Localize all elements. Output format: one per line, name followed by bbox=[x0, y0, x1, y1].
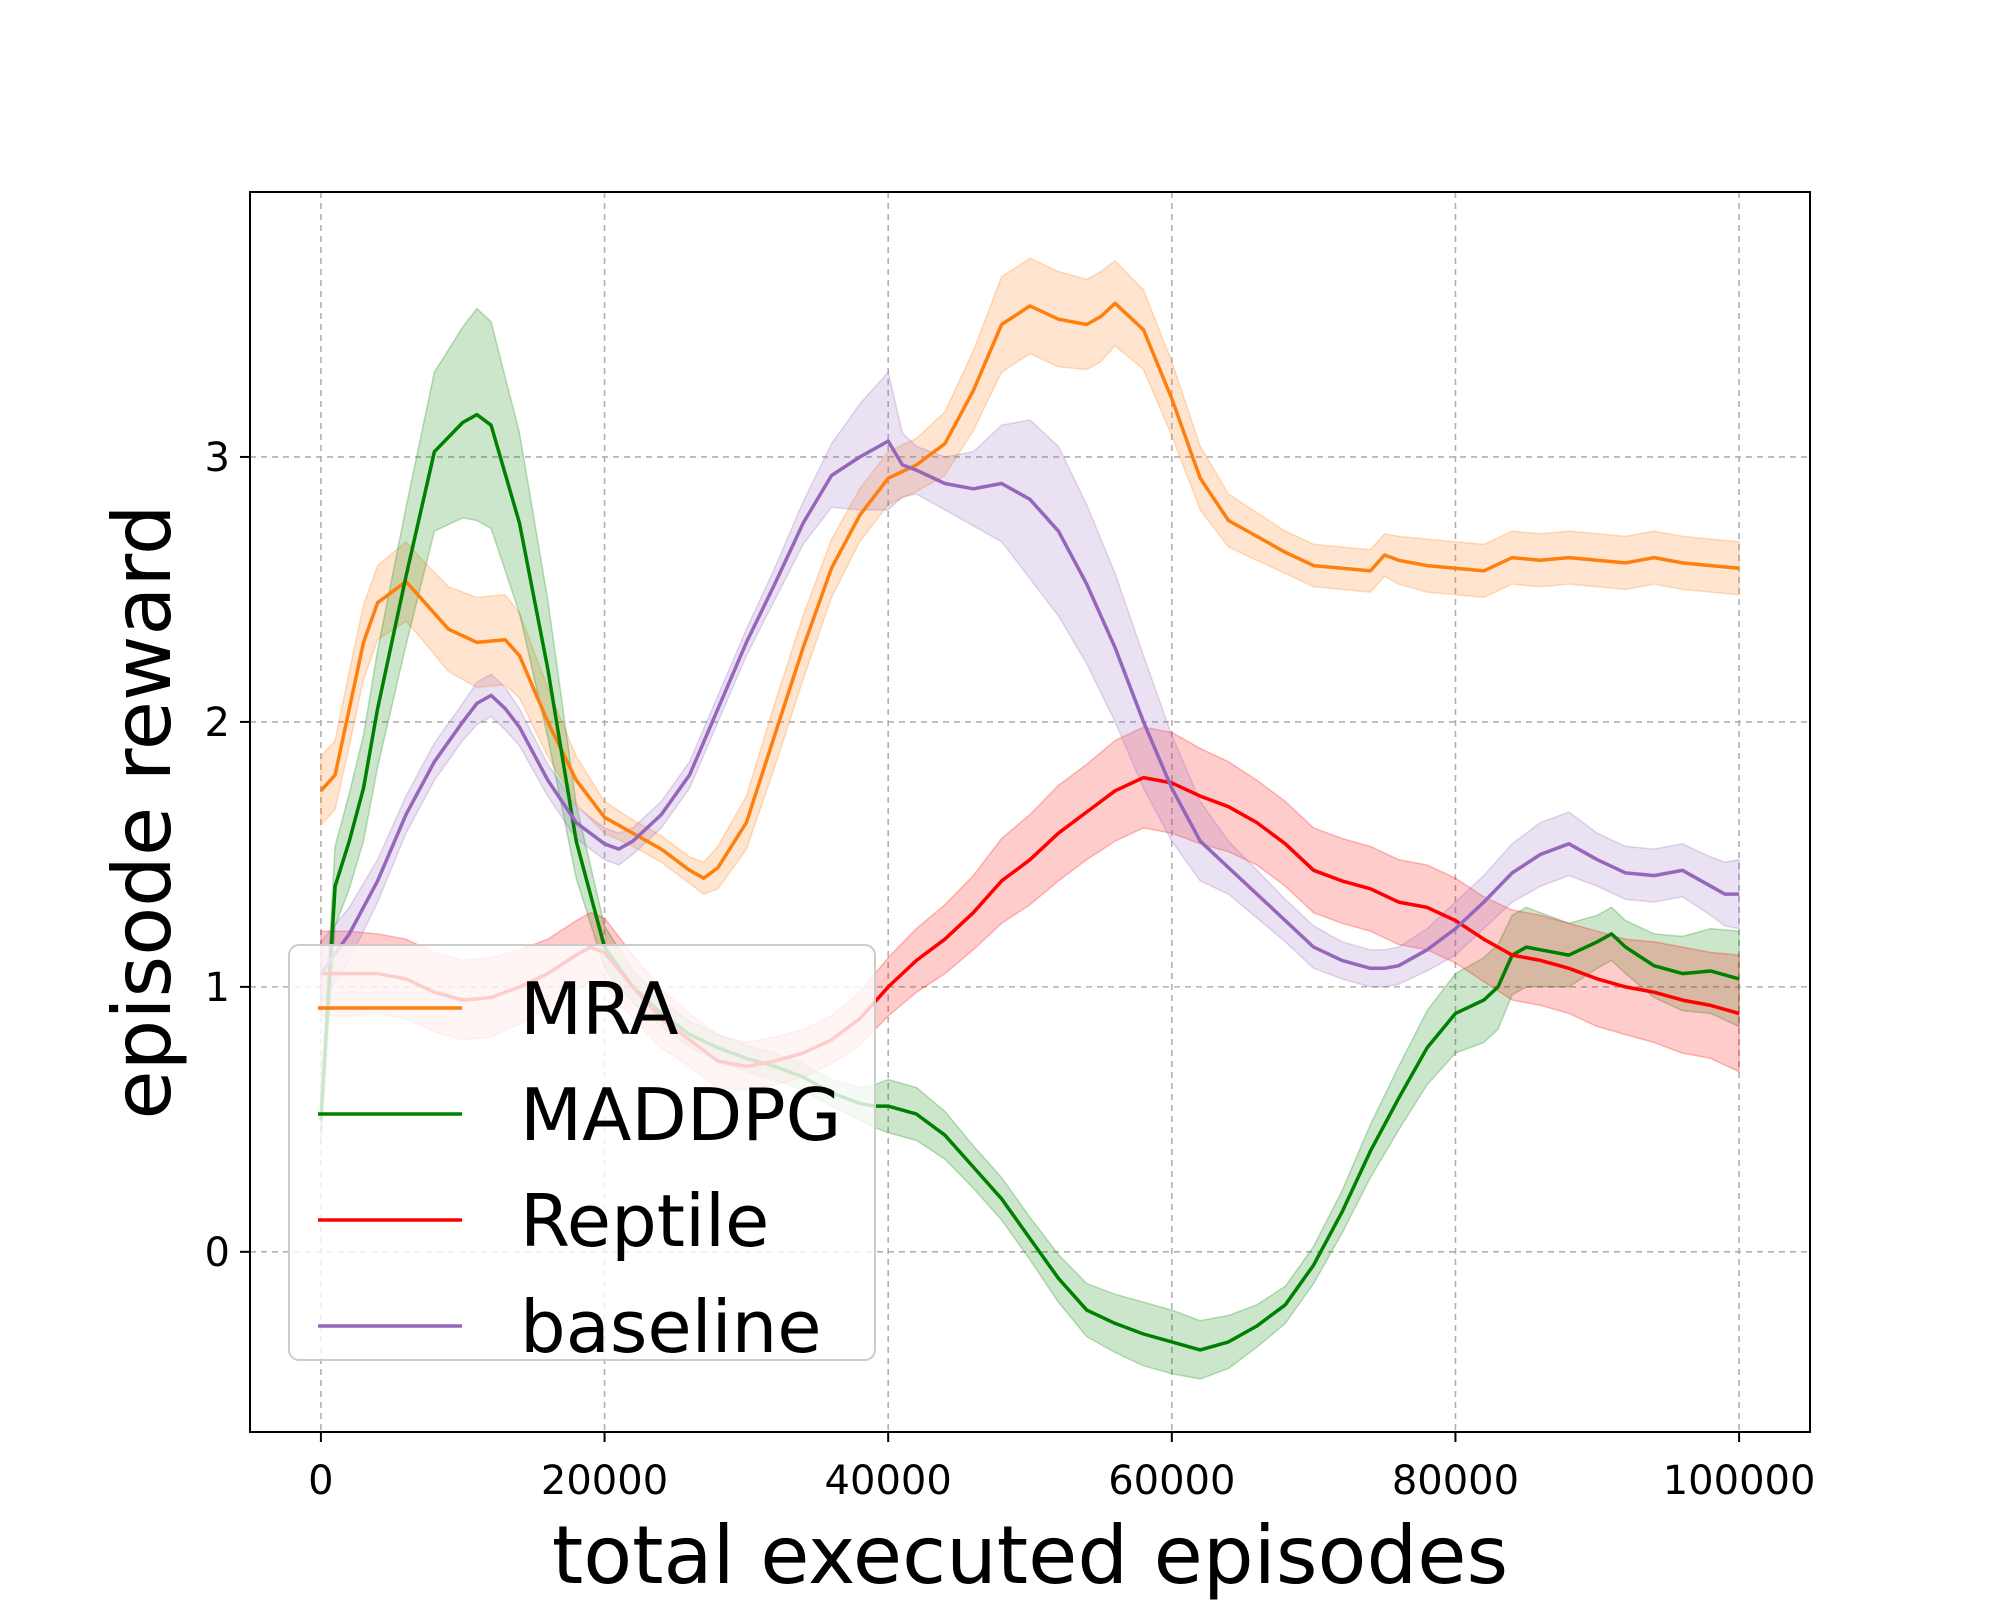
band-mra bbox=[320, 257, 1740, 895]
legend-frame bbox=[288, 944, 876, 1361]
legend-label-reptile: Reptile bbox=[520, 1179, 769, 1263]
y-axis-title: episode reward bbox=[96, 504, 189, 1119]
legend: MRA MADDPG Reptile baseline bbox=[288, 944, 876, 1369]
x-tick-label: 20000 bbox=[541, 1458, 668, 1504]
x-axis-title: total executed episodes bbox=[552, 1509, 1508, 1600]
y-tick-label: 3 bbox=[205, 435, 230, 481]
x-tick-label: 60000 bbox=[1108, 1458, 1235, 1504]
x-tick-label: 0 bbox=[308, 1458, 333, 1504]
series-lines bbox=[319, 301, 1740, 1352]
y-tick-label: 0 bbox=[205, 1230, 230, 1276]
plot-frame bbox=[249, 191, 1811, 1433]
grid bbox=[250, 192, 1810, 1432]
axis-ticks: 0 20000 40000 60000 80000 100000 0 1 2 3 bbox=[205, 435, 1816, 1504]
x-tick-label: 100000 bbox=[1663, 1458, 1816, 1504]
y-tick-label: 2 bbox=[205, 700, 230, 746]
x-tick-label: 40000 bbox=[825, 1458, 952, 1504]
x-tick-label: 80000 bbox=[1392, 1458, 1519, 1504]
legend-label-mra: MRA bbox=[520, 967, 678, 1051]
line-mra bbox=[319, 301, 1740, 880]
legend-label-baseline: baseline bbox=[520, 1285, 822, 1369]
y-tick-label: 1 bbox=[205, 965, 230, 1011]
line-baseline bbox=[319, 439, 1740, 975]
line-maddpg bbox=[319, 412, 1740, 1352]
legend-label-maddpg: MADDPG bbox=[520, 1073, 841, 1157]
